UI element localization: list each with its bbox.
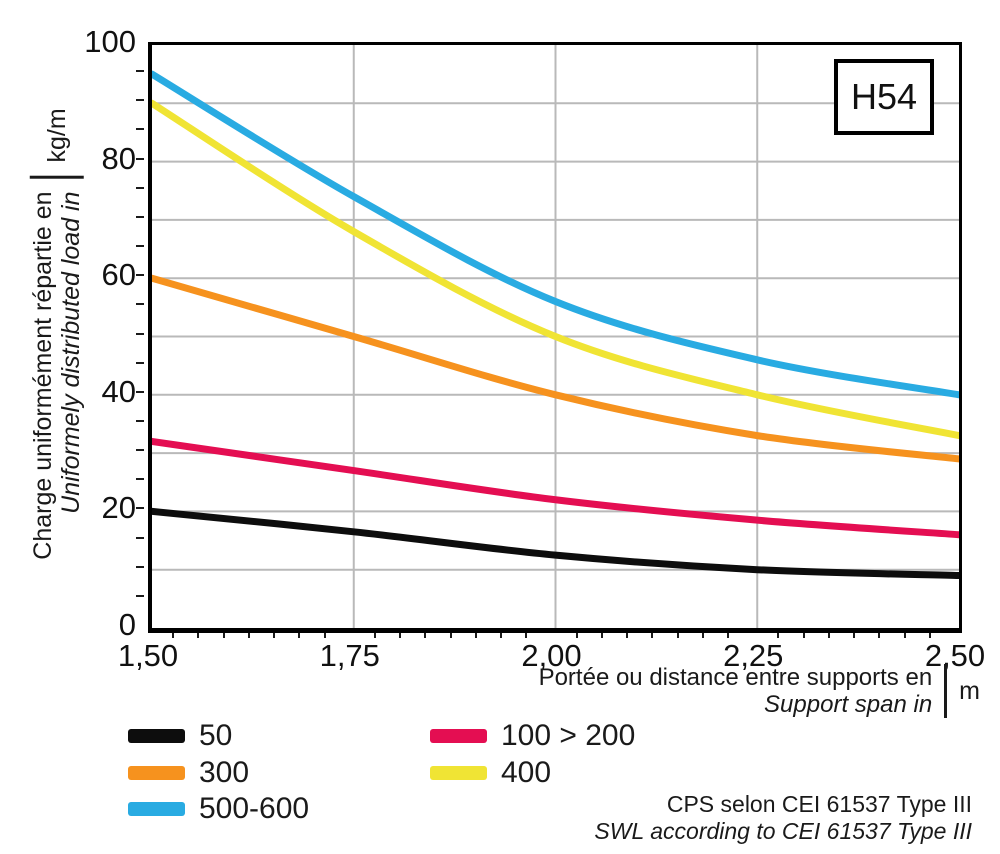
y-tick-label: 100 — [84, 24, 136, 59]
series-curve-50 — [152, 507, 959, 580]
footer-note: CPS selon CEI 61537 Type III SWL accordi… — [594, 791, 972, 844]
x-tick-label: 2,00 — [521, 638, 582, 673]
x-minor-tick — [626, 630, 629, 638]
x-minor-tick — [323, 630, 326, 638]
x-axis-label: Portée ou distance entre supports en Sup… — [539, 664, 980, 719]
x-minor-tick — [399, 630, 402, 638]
x-minor-tick — [500, 630, 503, 638]
y-tick-label: 20 — [101, 490, 136, 526]
x-minor-tick — [474, 630, 477, 638]
y-minor-tick — [136, 70, 144, 73]
x-minor-tick — [273, 630, 276, 638]
x-minor-tick — [727, 630, 730, 638]
x-tick-label: 1,50 — [117, 638, 179, 673]
x-tick-label: 2,25 — [723, 638, 784, 673]
legend-label: 500-600 — [199, 792, 310, 825]
footer-line-en: SWL according to CEI 61537 Type III — [594, 817, 972, 844]
legend-swatch — [430, 729, 487, 743]
y-minor-tick — [136, 478, 144, 481]
y-minor-tick — [136, 128, 144, 131]
x-minor-tick — [222, 630, 225, 638]
legend-swatch — [430, 765, 487, 780]
y-minor-tick — [136, 507, 144, 510]
plot-area: H54 — [148, 42, 962, 633]
series-curve-100-200 — [152, 437, 959, 539]
x-minor-tick — [878, 630, 881, 638]
x-axis-label-en: Support span in — [764, 691, 933, 719]
x-minor-tick — [827, 630, 830, 638]
x-minor-tick — [802, 630, 805, 638]
figure-code-box: H54 — [834, 59, 934, 135]
legend-item: 100 > 200 — [430, 721, 635, 751]
x-minor-tick — [247, 630, 250, 638]
legend-label: 50 — [199, 719, 233, 752]
legend-item: 400 — [430, 755, 552, 789]
y-tick-label: 40 — [101, 373, 136, 409]
y-tick-label: 0 — [118, 607, 136, 642]
y-minor-tick — [136, 245, 144, 248]
y-minor-tick — [136, 274, 144, 277]
legend-label: 300 — [199, 755, 250, 789]
x-minor-tick — [600, 630, 603, 638]
x-minor-tick — [172, 630, 175, 638]
x-axis-unit: m — [959, 676, 980, 705]
legend-label: 400 — [501, 755, 552, 789]
y-axis-label-fr: Charge uniformément répartie en — [28, 191, 57, 560]
legend-item: 50 — [128, 721, 232, 751]
y-minor-tick — [136, 390, 144, 393]
y-minor-tick — [136, 594, 144, 597]
x-tick-label: 1,75 — [319, 638, 380, 673]
x-tick-label: 2,50 — [924, 638, 986, 673]
x-minor-tick — [651, 630, 654, 638]
x-minor-tick — [197, 630, 200, 638]
x-axis-label-fr: Portée ou distance entre supports en — [538, 664, 933, 691]
legend-item: 500-600 — [128, 794, 309, 824]
x-axis-unit-separator — [944, 664, 948, 719]
y-minor-tick — [136, 361, 144, 364]
y-minor-tick — [136, 449, 144, 452]
legend-label: 100 > 200 — [501, 719, 636, 752]
y-minor-tick — [136, 419, 144, 422]
x-minor-tick — [701, 630, 704, 638]
y-minor-tick — [136, 536, 144, 539]
x-axis-label-text: Portée ou distance entre supports en Sup… — [539, 664, 933, 718]
legend-item: 300 — [128, 755, 250, 789]
y-minor-tick — [136, 565, 144, 568]
y-minor-tick — [136, 332, 144, 335]
series-curve-500-600 — [152, 70, 959, 399]
x-minor-tick — [449, 630, 452, 638]
y-minor-tick — [136, 99, 144, 102]
y-minor-tick — [136, 215, 144, 218]
x-minor-tick — [777, 630, 780, 638]
x-minor-tick — [525, 630, 528, 638]
x-minor-tick — [373, 630, 376, 638]
y-minor-tick — [136, 186, 144, 189]
x-minor-tick — [424, 630, 427, 638]
legend-swatch — [128, 765, 185, 780]
legend-swatch — [128, 729, 185, 743]
figure-code: H54 — [850, 76, 918, 117]
x-minor-tick — [298, 630, 301, 638]
x-minor-tick — [575, 630, 578, 638]
footer-line-fr: CPS selon CEI 61537 Type III — [666, 791, 972, 817]
y-tick-label: 60 — [101, 257, 136, 293]
x-minor-tick — [928, 630, 931, 638]
x-minor-tick — [676, 630, 679, 638]
series-curve-300 — [152, 274, 959, 463]
legend-swatch — [128, 802, 185, 816]
x-minor-tick — [853, 630, 856, 638]
y-tick-label: 80 — [101, 140, 136, 176]
chart-svg — [152, 45, 959, 628]
series-curve-400 — [152, 99, 959, 440]
x-minor-tick — [903, 630, 906, 638]
y-axis-unit: kg/m — [42, 108, 71, 163]
y-minor-tick — [136, 303, 144, 306]
y-minor-tick — [136, 157, 144, 160]
